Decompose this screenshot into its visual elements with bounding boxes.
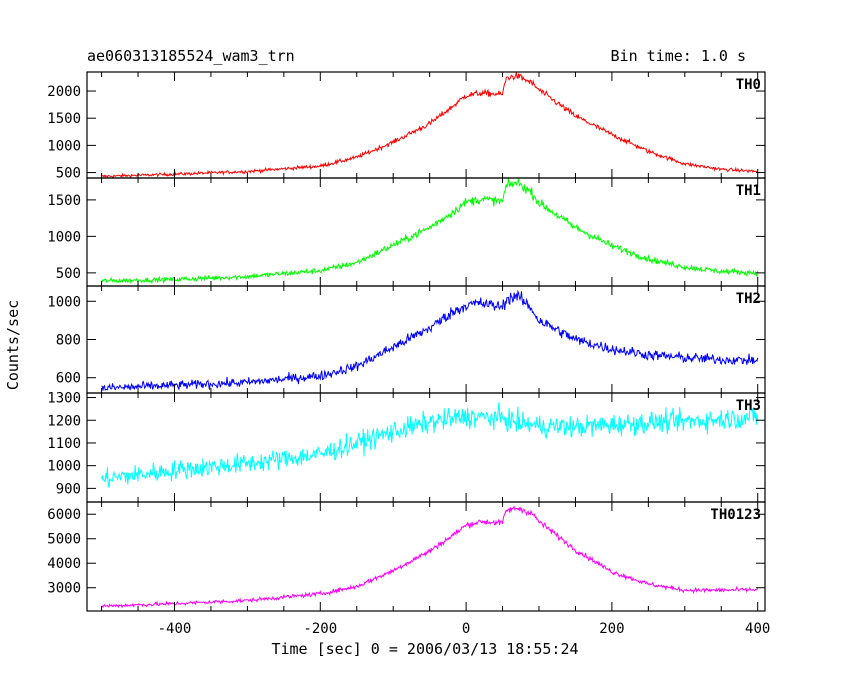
y-tick-label: 500 bbox=[56, 166, 81, 182]
panel-label-th2: TH2 bbox=[736, 291, 761, 307]
y-tick-label: 1500 bbox=[47, 193, 81, 209]
x-tick-label: 200 bbox=[599, 621, 624, 637]
y-tick-label: 1000 bbox=[47, 229, 81, 245]
y-tick-label: 6000 bbox=[47, 507, 81, 523]
series-lines bbox=[101, 72, 759, 609]
panel-frame-th3 bbox=[86, 392, 766, 503]
y-tick-label: 2000 bbox=[47, 84, 81, 100]
x-tick-label: -400 bbox=[158, 621, 192, 637]
x-tick-label: 0 bbox=[462, 621, 470, 637]
y-tick-label: 4000 bbox=[47, 556, 81, 572]
y-tick-label: 600 bbox=[56, 371, 81, 387]
panel-label-th3: TH3 bbox=[736, 398, 761, 414]
y-tick-label: 800 bbox=[56, 333, 81, 349]
y-tick-label: 1000 bbox=[47, 459, 81, 475]
series-line-th0 bbox=[101, 72, 759, 178]
y-tick-label: 1000 bbox=[47, 138, 81, 154]
x-axis-title: Time [sec] 0 = 2006/03/13 18:55:24 bbox=[271, 640, 578, 658]
panel-frame-th0123 bbox=[86, 501, 766, 612]
panel-frame-th1 bbox=[86, 177, 766, 287]
chart-title: ae060313185524_wam3_trn bbox=[87, 47, 295, 65]
panel-label-th0: TH0 bbox=[736, 77, 761, 93]
panel-frame-th0 bbox=[86, 71, 766, 179]
series-line-th3 bbox=[101, 402, 759, 488]
y-tick-label: 1200 bbox=[47, 413, 81, 429]
panel-frame-th2 bbox=[86, 285, 766, 394]
panel-label-th0123: TH0123 bbox=[710, 507, 761, 523]
y-tick-label: 500 bbox=[56, 266, 81, 282]
x-tick-label: -200 bbox=[303, 621, 337, 637]
y-tick-label: 5000 bbox=[47, 532, 81, 548]
y-tick-label: 1000 bbox=[47, 294, 81, 310]
y-tick-label: 1300 bbox=[47, 391, 81, 407]
y-tick-label: 1100 bbox=[47, 436, 81, 452]
panel-frames bbox=[86, 71, 766, 612]
series-line-th1 bbox=[101, 178, 759, 285]
y-tick-label: 3000 bbox=[47, 581, 81, 597]
series-line-th0123 bbox=[101, 506, 759, 609]
series-line-th2 bbox=[101, 289, 759, 391]
x-tick-label: 400 bbox=[745, 621, 770, 637]
y-tick-label: 1500 bbox=[47, 111, 81, 127]
y-tick-label: 900 bbox=[56, 481, 81, 497]
y-axis-title: Counts/sec bbox=[4, 300, 22, 390]
panel-label-th1: TH1 bbox=[736, 183, 761, 199]
bin-time-label: Bin time: 1.0 s bbox=[611, 47, 746, 65]
